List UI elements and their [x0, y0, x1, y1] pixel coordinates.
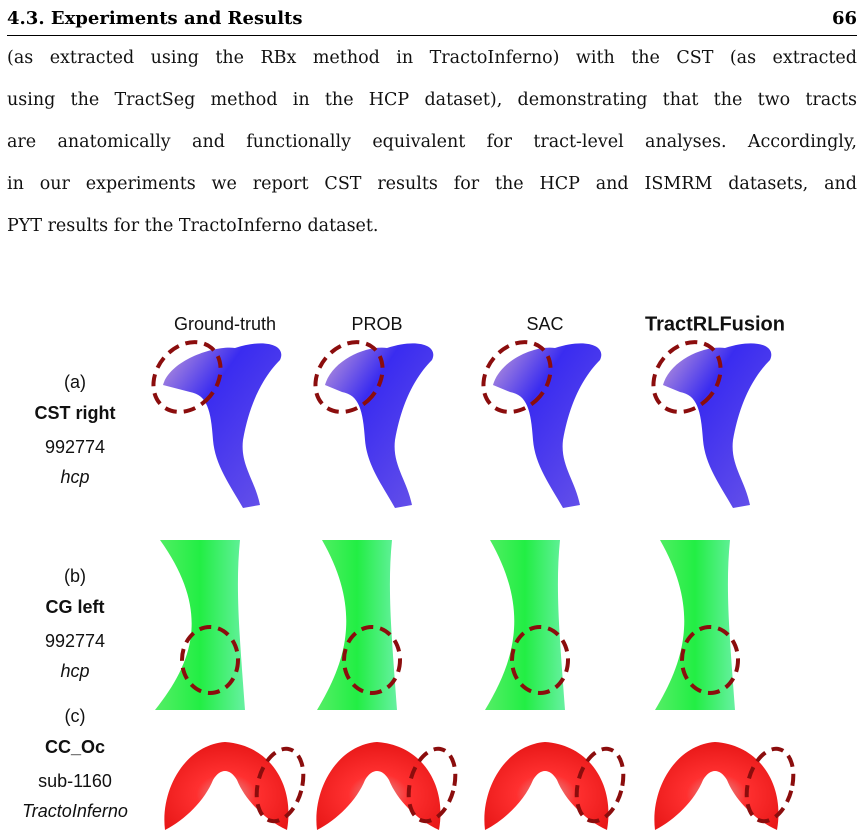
row-tract: CC_Oc	[45, 737, 105, 757]
highlight-circle	[651, 340, 723, 414]
page-number: 66	[831, 8, 857, 29]
row-tract: CG left	[45, 597, 104, 617]
highlight-circle	[680, 625, 740, 695]
row-label: (a)	[64, 372, 86, 392]
tract-image	[493, 343, 602, 508]
tract-image	[663, 343, 772, 508]
tract-image	[155, 540, 245, 710]
row-tract: CST right	[35, 403, 116, 423]
tract-image	[655, 540, 735, 710]
text-line: (as extracted using the RBx method in Tr…	[7, 48, 857, 68]
row-label: (c)	[65, 706, 86, 726]
text-line: using the TractSeg method in the HCP dat…	[7, 90, 857, 110]
row-dataset: hcp	[60, 661, 89, 681]
column-header: SAC	[526, 314, 563, 334]
highlight-circle	[574, 746, 626, 824]
column-header: TractRLFusion	[645, 313, 785, 335]
row-label: (b)	[64, 566, 86, 586]
figure: Ground-truth PROB SAC TractRLFusion (a) CST r…	[22, 313, 796, 830]
column-header: PROB	[351, 314, 402, 334]
running-header: 4.3. Experiments and Results 66	[7, 8, 857, 36]
highlight-circle	[744, 746, 796, 824]
row-subject: 992774	[45, 631, 105, 651]
highlight-circle	[342, 625, 402, 695]
highlight-circle	[180, 625, 240, 695]
row-dataset: TractoInferno	[22, 801, 128, 821]
column-header: Ground-truth	[174, 314, 276, 334]
tract-image	[163, 343, 282, 508]
paragraph: (as extracted using the RBx method in Tr…	[7, 44, 857, 254]
highlight-circle	[313, 340, 385, 414]
highlight-circle	[481, 340, 553, 414]
tract-image	[485, 540, 565, 710]
highlight-circle	[151, 340, 223, 414]
tract-image	[325, 343, 434, 508]
highlight-circle	[406, 746, 458, 824]
text-line: are anatomically and functionally equiva…	[7, 132, 857, 152]
text-line: in our experiments we report CST results…	[7, 174, 857, 194]
row-dataset: hcp	[60, 467, 89, 487]
row-subject: 992774	[45, 437, 105, 457]
section-title: 4.3. Experiments and Results	[7, 8, 303, 29]
row-subject: sub-1160	[38, 771, 112, 791]
tract-image	[317, 540, 397, 710]
highlight-circle	[254, 746, 306, 824]
highlight-circle	[510, 625, 570, 695]
text-line: PYT results for the TractoInferno datase…	[7, 216, 379, 236]
